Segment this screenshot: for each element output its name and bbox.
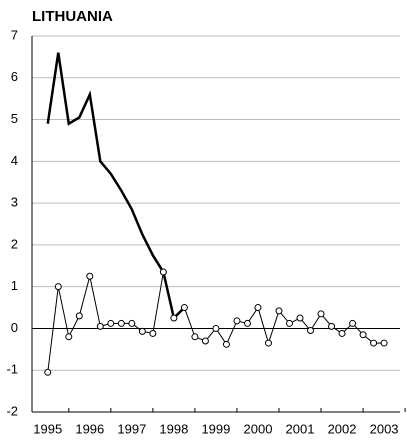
x-tick-label: 1999 [201,421,230,436]
point [117,319,125,327]
point [359,331,367,339]
y-tick-label: 5 [11,111,18,126]
point [275,307,283,315]
x-tick-label: 1995 [33,421,62,436]
point [222,340,230,348]
point [54,283,62,291]
point [149,329,157,337]
point [338,329,346,337]
point [191,333,199,341]
point [317,310,325,318]
point [44,368,52,376]
y-tick-label: 2 [11,236,18,251]
point [307,327,315,335]
point [180,304,188,312]
point [380,339,388,347]
y-tick-label: 6 [11,69,18,84]
chart-title: LITHUANIA [32,8,113,25]
x-tick-label: 1998 [159,421,188,436]
y-tick-label: -1 [6,362,18,377]
point [138,327,146,335]
point [212,324,220,332]
point [285,319,293,327]
y-tick-label: 3 [11,195,18,210]
series-line [46,52,186,321]
point [264,339,272,347]
x-tick-label: 1996 [75,421,104,436]
x-tick-label: 2003 [370,421,399,436]
point [243,319,251,327]
point [254,304,262,312]
point [65,333,73,341]
y-tick-label: 4 [11,153,18,168]
point [296,314,304,322]
x-tick-label: 2000 [244,421,273,436]
point [128,319,136,327]
y-tick-label: 7 [11,27,18,42]
point [107,319,115,327]
x-tick-label: 1997 [117,421,146,436]
x-tick-label: 2002 [328,421,357,436]
point [86,272,94,280]
point [75,312,83,320]
y-tick-label: 1 [11,278,18,293]
point [159,268,167,276]
y-tick-label: 0 [11,320,18,335]
point [201,337,209,345]
point [328,322,336,330]
x-tick-label: 2001 [286,421,315,436]
y-tick-label: -2 [6,403,18,418]
point [170,314,178,322]
point [233,317,241,325]
point [96,322,104,330]
point [370,339,378,347]
point [349,319,357,327]
